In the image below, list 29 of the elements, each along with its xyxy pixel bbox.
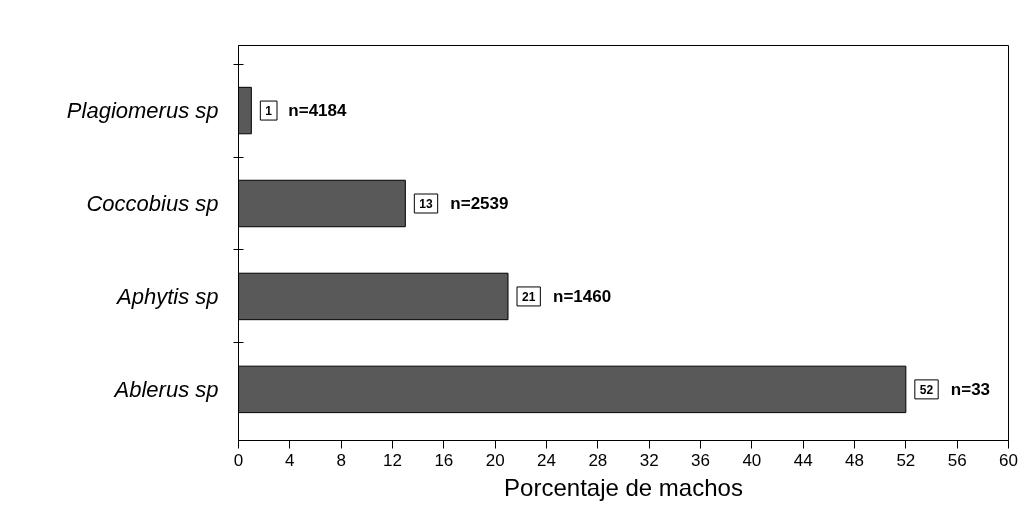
x-tick-label: 60 [999, 450, 1018, 470]
x-tick-label: 44 [793, 450, 813, 470]
x-tick-label: 4 [285, 450, 295, 470]
x-tick-label: 40 [742, 450, 762, 470]
y-tick-label: Aphytis sp [115, 283, 219, 309]
x-tick-label: 36 [691, 450, 710, 470]
x-tick-label: 24 [537, 450, 556, 470]
annotation: n=1460 [553, 286, 612, 306]
annotation: n=33 [950, 379, 991, 399]
annotation: n=2539 [450, 194, 509, 213]
annotation: n=4184 [288, 101, 348, 121]
x-tick-label: 20 [485, 450, 505, 470]
x-axis-title: Porcentaje de machos [504, 473, 743, 501]
x-tick-label: 52 [896, 450, 916, 470]
data-label: 21 [522, 289, 536, 304]
data-label: 52 [919, 382, 934, 397]
x-tick-label: 12 [383, 450, 402, 470]
x-tick-label: 16 [434, 450, 454, 470]
x-tick-label: 0 [233, 450, 244, 470]
x-tick-label: 48 [845, 450, 864, 470]
data-label: 1 [265, 104, 273, 119]
x-tick-label: 28 [588, 450, 608, 470]
x-tick-label: 8 [336, 450, 346, 470]
data-label: 13 [419, 197, 434, 211]
y-tick-label: Coccobius sp [86, 191, 219, 216]
x-tick-label: 32 [639, 450, 659, 470]
x-tick-label: 56 [947, 450, 967, 470]
y-tick-label: Plagiomerus sp [66, 98, 219, 124]
y-tick-label: Ablerus sp [112, 376, 219, 402]
